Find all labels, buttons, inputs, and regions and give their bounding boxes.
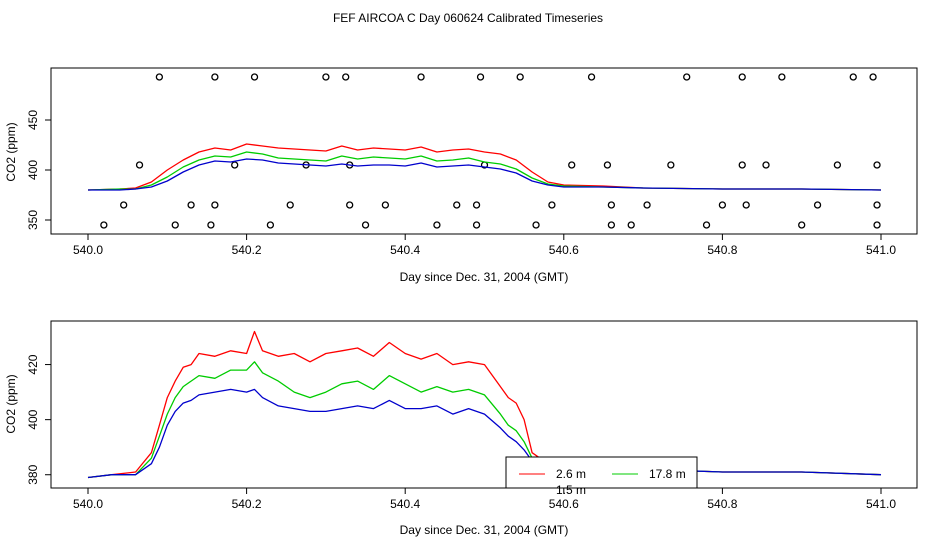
top-x-tick-label: 540.8 xyxy=(707,243,737,257)
top-scatter-point xyxy=(738,161,746,169)
top-x-tick-label: 541.0 xyxy=(866,243,896,257)
top-x-tick-label: 540.2 xyxy=(232,243,262,257)
legend-label-1-5m: 1.5 m xyxy=(556,483,586,497)
top-scatter-point xyxy=(361,221,370,229)
bot-x-tick-label: 540.6 xyxy=(549,497,579,511)
bottom-y-axis-label: CO2 (ppm) xyxy=(4,374,18,433)
top-scatter-point xyxy=(346,201,354,209)
top-scatter-point xyxy=(718,201,727,209)
bot-x-tick-label: 540.8 xyxy=(707,497,737,511)
top-series-lines xyxy=(87,143,882,191)
top-panel: 540.0 540.2 540.4 540.6 540.8 541.0 350 400 450… xyxy=(4,67,918,284)
top-scatter-point xyxy=(322,73,330,81)
top-scatter-point xyxy=(381,201,390,209)
top-x-axis: 540.0 540.2 540.4 540.6 540.8 541.0 xyxy=(73,234,896,257)
legend-box xyxy=(505,456,698,489)
top-scatter-points xyxy=(100,73,881,229)
top-y-tick-label: 400 xyxy=(26,160,40,180)
top-scatter-point xyxy=(667,161,675,169)
top-scatter-point xyxy=(873,161,881,169)
bot-x-tick-label: 540.2 xyxy=(232,497,262,511)
top-plot-frame xyxy=(50,67,918,235)
top-scatter-point xyxy=(742,201,750,209)
top-scatter-point xyxy=(211,201,219,209)
bottom-panel: 540.0 540.2 540.4 540.6 540.8 541.0 380 400 420… xyxy=(4,320,918,537)
top-scatter-point xyxy=(266,221,275,229)
top-scatter-point xyxy=(211,73,219,81)
top-scatter-point xyxy=(607,221,616,229)
bottom-x-axis-label: Day since Dec. 31, 2004 (GMT) xyxy=(400,523,569,537)
top-y-axis: 350 400 450 xyxy=(26,110,51,230)
bottom-series-lines xyxy=(87,330,882,479)
top-scatter-point xyxy=(778,73,786,81)
top-series-line-2-6-m xyxy=(87,143,882,191)
top-scatter-point xyxy=(171,221,179,229)
top-scatter-point xyxy=(207,221,215,229)
top-scatter-point xyxy=(568,161,576,169)
top-scatter-point xyxy=(627,221,635,229)
bottom-plot-frame xyxy=(50,320,918,489)
top-scatter-point xyxy=(607,201,616,209)
top-y-axis-label: CO2 (ppm) xyxy=(4,122,18,181)
legend: 2.6 m 17.8 m 1.5 m xyxy=(505,456,698,497)
top-scatter-point xyxy=(702,221,711,229)
bot-series-line-17-8-m xyxy=(87,361,882,479)
top-scatter-point xyxy=(250,73,259,81)
bot-x-tick-label: 540.4 xyxy=(390,497,420,511)
top-x-tick-label: 540.6 xyxy=(549,243,579,257)
top-scatter-point xyxy=(849,73,857,81)
top-scatter-point xyxy=(532,221,540,229)
top-scatter-point xyxy=(187,201,195,209)
top-scatter-point xyxy=(833,161,842,169)
top-scatter-point xyxy=(100,221,108,229)
top-scatter-point xyxy=(135,161,144,169)
bot-y-tick-label: 400 xyxy=(26,409,40,429)
top-scatter-point xyxy=(683,73,691,81)
top-scatter-point xyxy=(869,73,877,81)
top-scatter-point xyxy=(286,201,294,209)
bottom-x-axis: 540.0 540.2 540.4 540.6 540.8 541.0 xyxy=(73,488,896,511)
top-scatter-point xyxy=(433,221,441,229)
bot-y-tick-label: 380 xyxy=(26,464,40,484)
top-scatter-point xyxy=(120,201,128,209)
top-series-line-1-5-m xyxy=(88,158,882,191)
bot-y-tick-label: 420 xyxy=(26,354,40,374)
top-scatter-point xyxy=(813,201,822,209)
legend-label-2-6m: 2.6 m xyxy=(556,467,586,481)
top-scatter-point xyxy=(762,161,770,169)
top-scatter-point xyxy=(738,73,746,81)
top-scatter-point xyxy=(587,73,596,81)
top-scatter-point xyxy=(453,201,461,209)
top-scatter-point xyxy=(476,73,485,81)
top-scatter-point xyxy=(873,221,881,229)
top-y-tick-label: 450 xyxy=(26,110,40,130)
top-x-tick-label: 540.0 xyxy=(73,243,103,257)
top-scatter-point xyxy=(417,73,425,81)
top-scatter-point xyxy=(472,201,481,209)
top-scatter-point xyxy=(155,73,164,81)
top-scatter-point xyxy=(798,221,806,229)
top-x-axis-label: Day since Dec. 31, 2004 (GMT) xyxy=(400,270,569,284)
bottom-y-axis: 380 400 420 xyxy=(26,354,51,485)
top-scatter-point xyxy=(873,201,881,209)
bot-series-line-2-6-m xyxy=(87,330,882,479)
legend-label-17-8m: 17.8 m xyxy=(649,467,686,481)
top-series-line-17-8-m xyxy=(87,151,882,191)
top-scatter-point xyxy=(342,73,350,81)
top-x-tick-label: 540.4 xyxy=(390,243,420,257)
figure-title: FEF AIRCOA C Day 060624 Calibrated Times… xyxy=(333,11,603,25)
bot-x-tick-label: 541.0 xyxy=(866,497,896,511)
top-y-tick-label: 350 xyxy=(26,210,40,230)
bot-x-tick-label: 540.0 xyxy=(73,497,103,511)
top-scatter-point xyxy=(516,73,524,81)
top-scatter-point xyxy=(231,161,239,169)
top-scatter-point xyxy=(643,201,651,209)
top-scatter-point xyxy=(472,221,481,229)
bot-series-line-1-5-m xyxy=(87,388,882,479)
top-scatter-point xyxy=(603,161,612,169)
top-scatter-point xyxy=(548,201,556,209)
